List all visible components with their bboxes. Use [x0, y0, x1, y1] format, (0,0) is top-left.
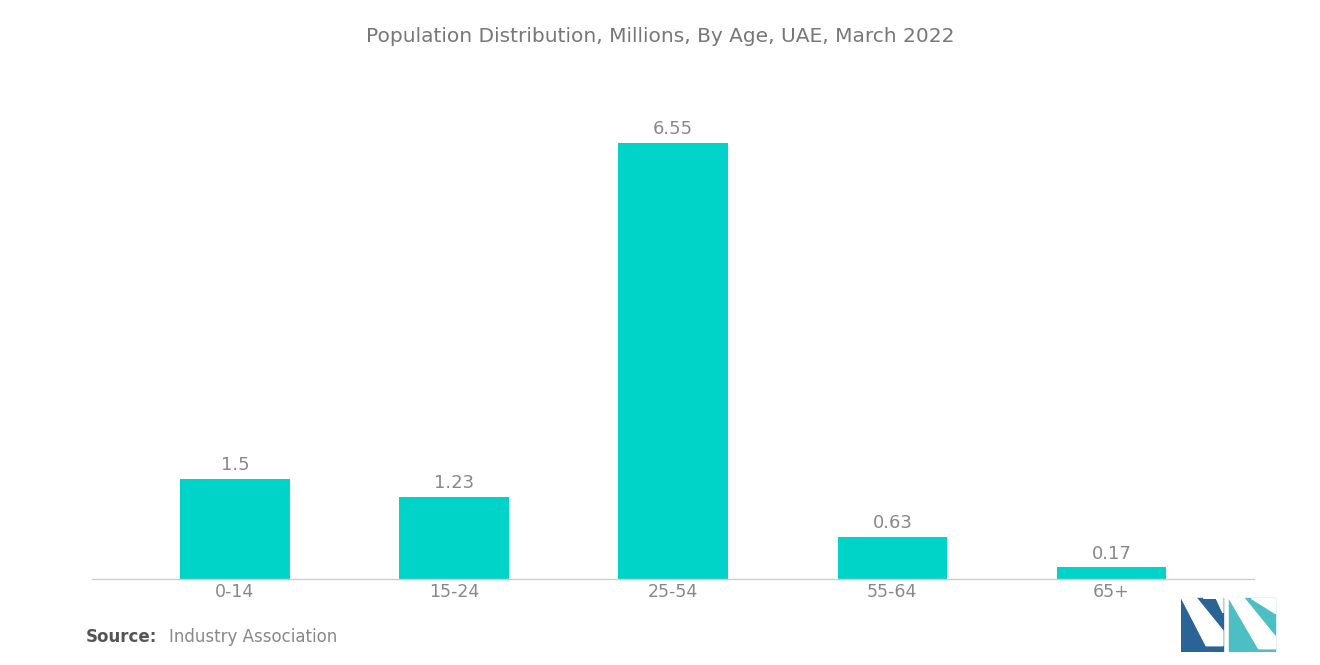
Polygon shape	[1229, 598, 1275, 649]
Text: Industry Association: Industry Association	[169, 628, 337, 646]
Polygon shape	[1204, 598, 1222, 613]
Bar	[180, 479, 289, 579]
Polygon shape	[1250, 598, 1275, 613]
Bar	[618, 143, 729, 579]
Bar	[838, 537, 948, 579]
Text: 1.5: 1.5	[220, 456, 249, 474]
Text: Source:: Source:	[86, 628, 157, 646]
Bar	[399, 497, 508, 579]
Text: 0.63: 0.63	[873, 514, 912, 532]
Text: 6.55: 6.55	[653, 120, 693, 138]
Text: 1.23: 1.23	[434, 474, 474, 492]
Text: 0.17: 0.17	[1092, 545, 1131, 563]
Bar	[1057, 567, 1167, 579]
Polygon shape	[1181, 598, 1222, 652]
Polygon shape	[1181, 598, 1222, 646]
Polygon shape	[1229, 598, 1275, 652]
Text: Population Distribution, Millions, By Age, UAE, March 2022: Population Distribution, Millions, By Ag…	[366, 27, 954, 46]
